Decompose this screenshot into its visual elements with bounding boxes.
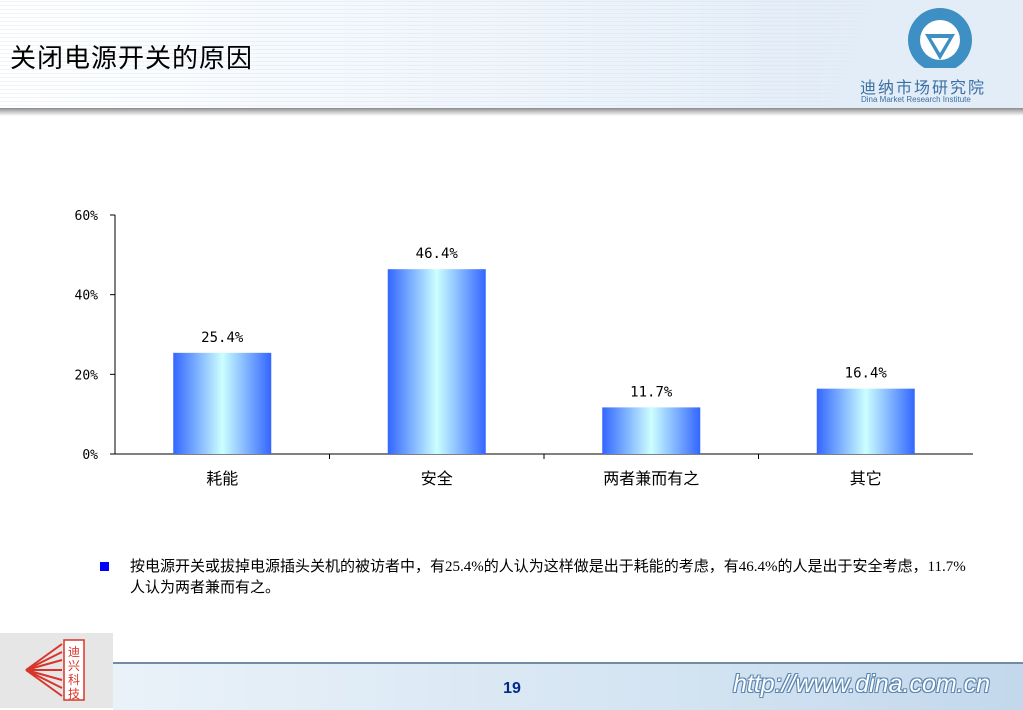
- y-tick-label: 20%: [75, 368, 99, 383]
- y-tick-label: 40%: [75, 289, 99, 304]
- y-tick-label: 60%: [75, 209, 99, 224]
- svg-text:迪: 迪: [68, 645, 80, 659]
- footer-url-link[interactable]: http://www.dina.com.cn: [733, 670, 991, 698]
- x-category-label: 耗能: [206, 469, 238, 488]
- logo-subtitle: Dina Market Research Institute: [861, 95, 971, 104]
- page-title: 关闭电源开关的原因: [10, 44, 254, 74]
- bar-value-label: 46.4%: [416, 246, 459, 262]
- x-category-label: 其它: [850, 469, 882, 488]
- footer-bar: [113, 662, 1023, 710]
- svg-text:兴: 兴: [68, 659, 80, 673]
- summary-text: 按电源开关或拔掉电源插头关机的被访者中，有25.4%的人认为这样做是出于耗能的考…: [130, 559, 966, 596]
- bar-value-label: 16.4%: [845, 366, 888, 382]
- bar: [816, 388, 915, 454]
- svg-text:技: 技: [68, 687, 80, 701]
- x-category-label: 两者兼而有之: [603, 469, 699, 488]
- bullet-square-icon: [100, 562, 109, 571]
- dina-logo-icon: [908, 8, 972, 76]
- bar-value-label: 25.4%: [201, 330, 244, 346]
- header-divider: [0, 108, 1023, 116]
- bar-chart: 0% 20% 40% 60% 25.4% 耗能 46.4% 安全 11.7% 两者兼而有之 16.4…: [75, 209, 973, 488]
- bar: [387, 269, 486, 454]
- bar-value-label: 11.7%: [630, 384, 673, 400]
- bar: [173, 352, 272, 454]
- x-category-label: 安全: [421, 469, 453, 488]
- bar: [602, 407, 701, 454]
- company-seal-icon: 迪 兴 科 技: [25, 639, 85, 701]
- logo-name: 迪纳市场研究院: [860, 78, 987, 97]
- svg-text:科: 科: [68, 673, 80, 687]
- page-number: 19: [503, 680, 521, 697]
- y-tick-label: 0%: [82, 448, 98, 463]
- summary-note: 按电源开关或拔掉电源插头关机的被访者中，有25.4%的人认为这样做是出于耗能的考…: [100, 557, 980, 599]
